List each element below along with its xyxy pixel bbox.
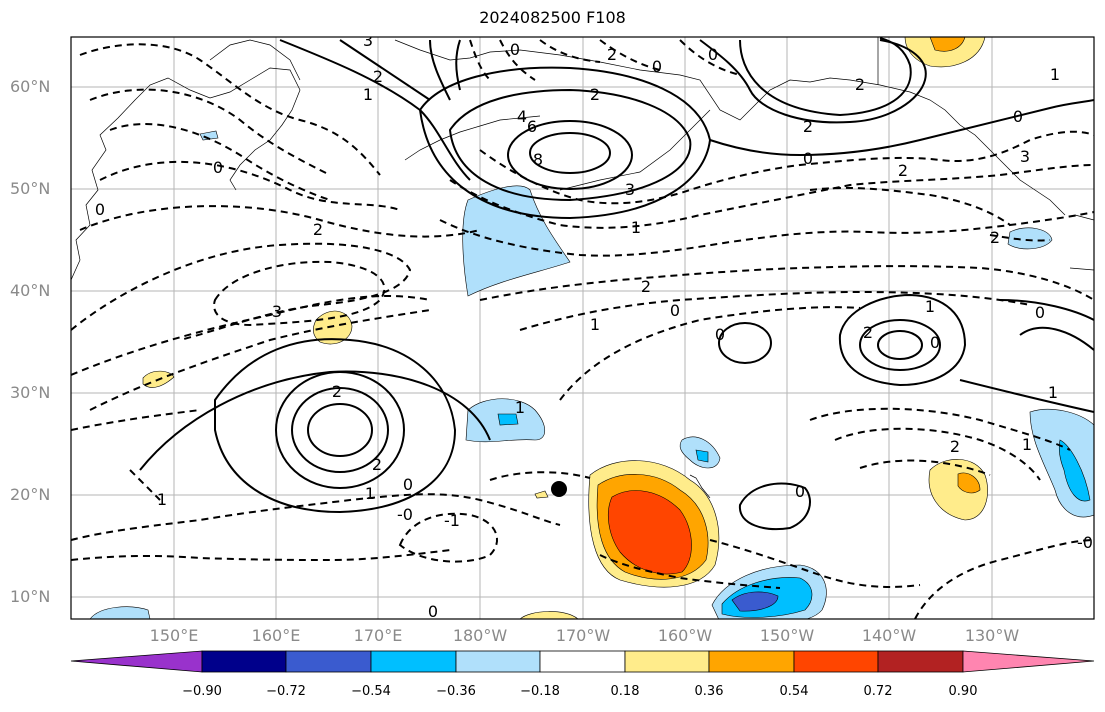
colorbar-tick: −0.72 (266, 684, 306, 699)
svg-text:0: 0 (403, 475, 413, 494)
svg-text:2: 2 (898, 161, 908, 180)
svg-text:0: 0 (510, 40, 520, 59)
svg-text:2: 2 (803, 117, 813, 136)
positive-contours (139, 37, 1094, 531)
svg-text:1: 1 (1048, 383, 1058, 402)
anomaly-fills (89, 37, 1094, 619)
lat-label-40n: 40°N (10, 281, 51, 300)
svg-text:6: 6 (527, 117, 537, 136)
svg-text:0: 0 (213, 158, 223, 177)
colorbar (70, 650, 1095, 673)
colorbar-tick: −0.90 (182, 684, 222, 699)
svg-text:3: 3 (1020, 147, 1030, 166)
svg-text:8: 8 (533, 150, 543, 169)
svg-text:3: 3 (625, 180, 635, 199)
svg-text:1: 1 (363, 85, 373, 104)
svg-text:0: 0 (930, 333, 940, 352)
lat-label-10n: 10°N (10, 587, 51, 606)
svg-text:0: 0 (1013, 107, 1023, 126)
svg-text:0: 0 (1035, 303, 1045, 322)
svg-text:1: 1 (590, 315, 600, 334)
svg-text:2: 2 (641, 277, 651, 296)
svg-text:0: 0 (803, 149, 813, 168)
svg-text:4: 4 (517, 107, 527, 126)
svg-text:1: 1 (157, 490, 167, 509)
svg-text:2: 2 (590, 85, 600, 104)
svg-text:2: 2 (372, 455, 382, 474)
lat-label-30n: 30°N (10, 383, 51, 402)
svg-text:2: 2 (373, 67, 383, 86)
svg-text:0: 0 (670, 301, 680, 320)
colorbar-tick: 0.54 (779, 684, 809, 699)
svg-text:1: 1 (1050, 65, 1060, 84)
lon-label-160w: 160°W (657, 626, 713, 645)
colorbar-tick: 0.72 (863, 684, 893, 699)
svg-text:2: 2 (607, 45, 617, 64)
map-title: 2024082500 F108 (479, 8, 626, 27)
svg-text:-0: -0 (397, 505, 413, 524)
lon-label-170w: 170°W (555, 626, 611, 645)
svg-text:0: 0 (95, 200, 105, 219)
plot-frame (70, 36, 1095, 620)
svg-text:-1: -1 (444, 511, 460, 530)
location-marker (551, 481, 567, 497)
colorbar-tick: 0.36 (694, 684, 724, 699)
svg-text:1: 1 (1022, 435, 1032, 454)
svg-text:0: 0 (652, 57, 662, 76)
lon-label-160e: 160°E (251, 626, 301, 645)
svg-text:1: 1 (925, 297, 935, 316)
svg-text:0: 0 (708, 45, 718, 64)
svg-text:0: 0 (715, 325, 725, 344)
lat-label-20n: 20°N (10, 485, 51, 504)
svg-text:2: 2 (313, 220, 323, 239)
svg-text:2: 2 (332, 382, 342, 401)
colorbar-tick: 0.90 (948, 684, 978, 699)
colorbar-tick: −0.36 (436, 684, 476, 699)
colorbar-tick: −0.54 (351, 684, 391, 699)
svg-text:3: 3 (272, 302, 282, 321)
svg-text:1: 1 (365, 484, 375, 503)
svg-text:-0: -0 (1077, 533, 1093, 552)
colorbar-tick: 0.18 (610, 684, 640, 699)
svg-text:3: 3 (363, 31, 373, 50)
svg-text:0: 0 (428, 602, 438, 621)
colorbar-tick: −0.18 (520, 684, 560, 699)
lon-label-150e: 150°E (149, 626, 199, 645)
svg-text:2: 2 (990, 228, 1000, 247)
lat-label-50n: 50°N (10, 179, 51, 198)
svg-text:1: 1 (631, 218, 641, 237)
svg-text:2: 2 (863, 323, 873, 342)
contour-labels: 3 2 1 0 2 0 4 6 8 3 2 0 2 2 0 2 3 1 0 2 … (95, 31, 1093, 621)
lat-label-60n: 60°N (10, 77, 51, 96)
lon-label-170e: 170°E (353, 626, 403, 645)
lon-label-130w: 130°W (964, 626, 1020, 645)
lon-label-180w: 180°W (452, 626, 508, 645)
svg-text:2: 2 (855, 75, 865, 94)
svg-text:2: 2 (950, 437, 960, 456)
lon-label-140w: 140°W (861, 626, 917, 645)
svg-text:1: 1 (515, 398, 525, 417)
lon-label-150w: 150°W (759, 626, 815, 645)
svg-text:0: 0 (795, 482, 805, 501)
